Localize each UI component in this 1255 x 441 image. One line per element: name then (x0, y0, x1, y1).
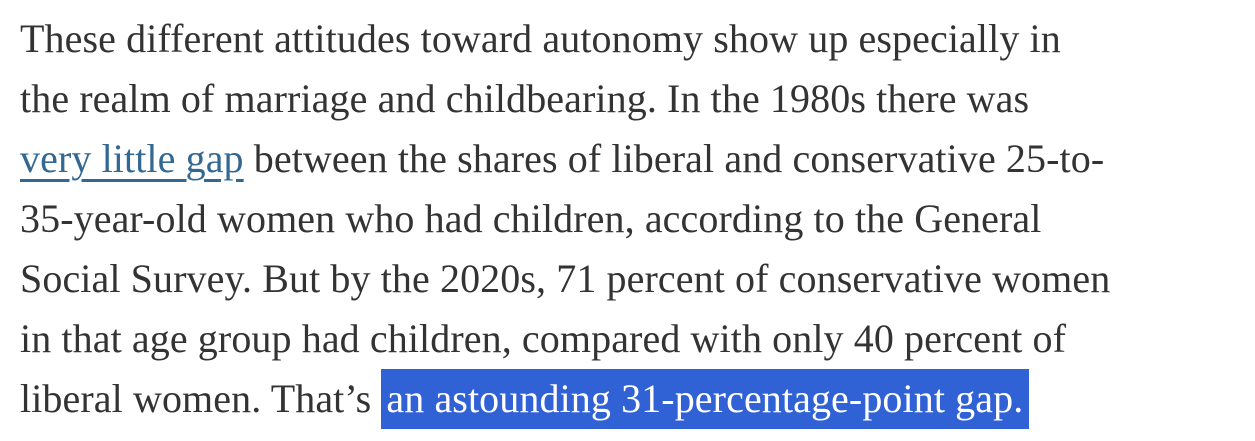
paragraph-line-4: 35-year-old women who had children, acco… (20, 196, 1042, 241)
article-paragraph: These different attitudes toward autonom… (20, 16, 1237, 429)
paragraph-line-7-text: liberal women. That’s (20, 376, 382, 421)
paragraph-line-1: These different attitudes toward autonom… (20, 16, 1061, 61)
paragraph-line-3-text: between the shares of liberal and conser… (243, 136, 1105, 181)
paragraph-line-3: very little gap between the shares of li… (20, 129, 1237, 189)
paragraph-line-2: the realm of marriage and childbearing. … (20, 76, 1030, 121)
selected-text-highlight: an astounding 31-percentage-point gap. (381, 369, 1030, 429)
very-little-gap-link[interactable]: very little gap (20, 136, 244, 181)
paragraph-line-7: liberal women. That’s an astounding 31-p… (20, 369, 1237, 429)
paragraph-line-5: Social Survey. But by the 2020s, 71 perc… (20, 256, 1111, 301)
paragraph-line-6: in that age group had children, compared… (20, 316, 1067, 361)
